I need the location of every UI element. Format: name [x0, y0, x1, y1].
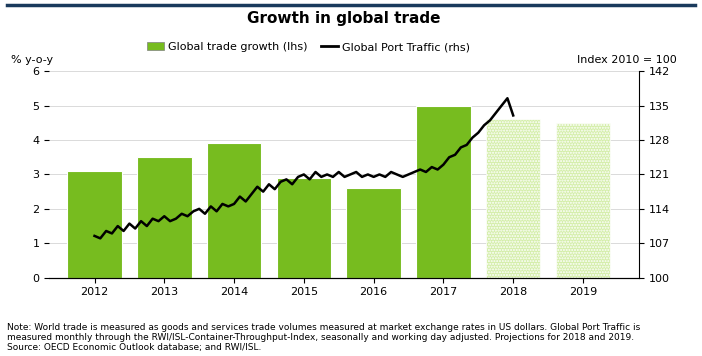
- Bar: [486, 119, 541, 278]
- Bar: [137, 157, 192, 278]
- Bar: [416, 106, 470, 278]
- Bar: [277, 178, 331, 278]
- Bar: [67, 171, 121, 278]
- Text: Note: World trade is measured as goods and services trade volumes measured at ma: Note: World trade is measured as goods a…: [7, 323, 640, 352]
- Bar: [207, 143, 261, 278]
- Text: % y-o-y: % y-o-y: [11, 55, 53, 65]
- Text: Index 2010 = 100: Index 2010 = 100: [578, 55, 677, 65]
- Bar: [556, 123, 610, 278]
- Legend: Global trade growth (lhs), Global Port Traffic (rhs): Global trade growth (lhs), Global Port T…: [143, 37, 475, 57]
- Text: Growth in global trade: Growth in global trade: [247, 11, 441, 26]
- Bar: [346, 188, 401, 278]
